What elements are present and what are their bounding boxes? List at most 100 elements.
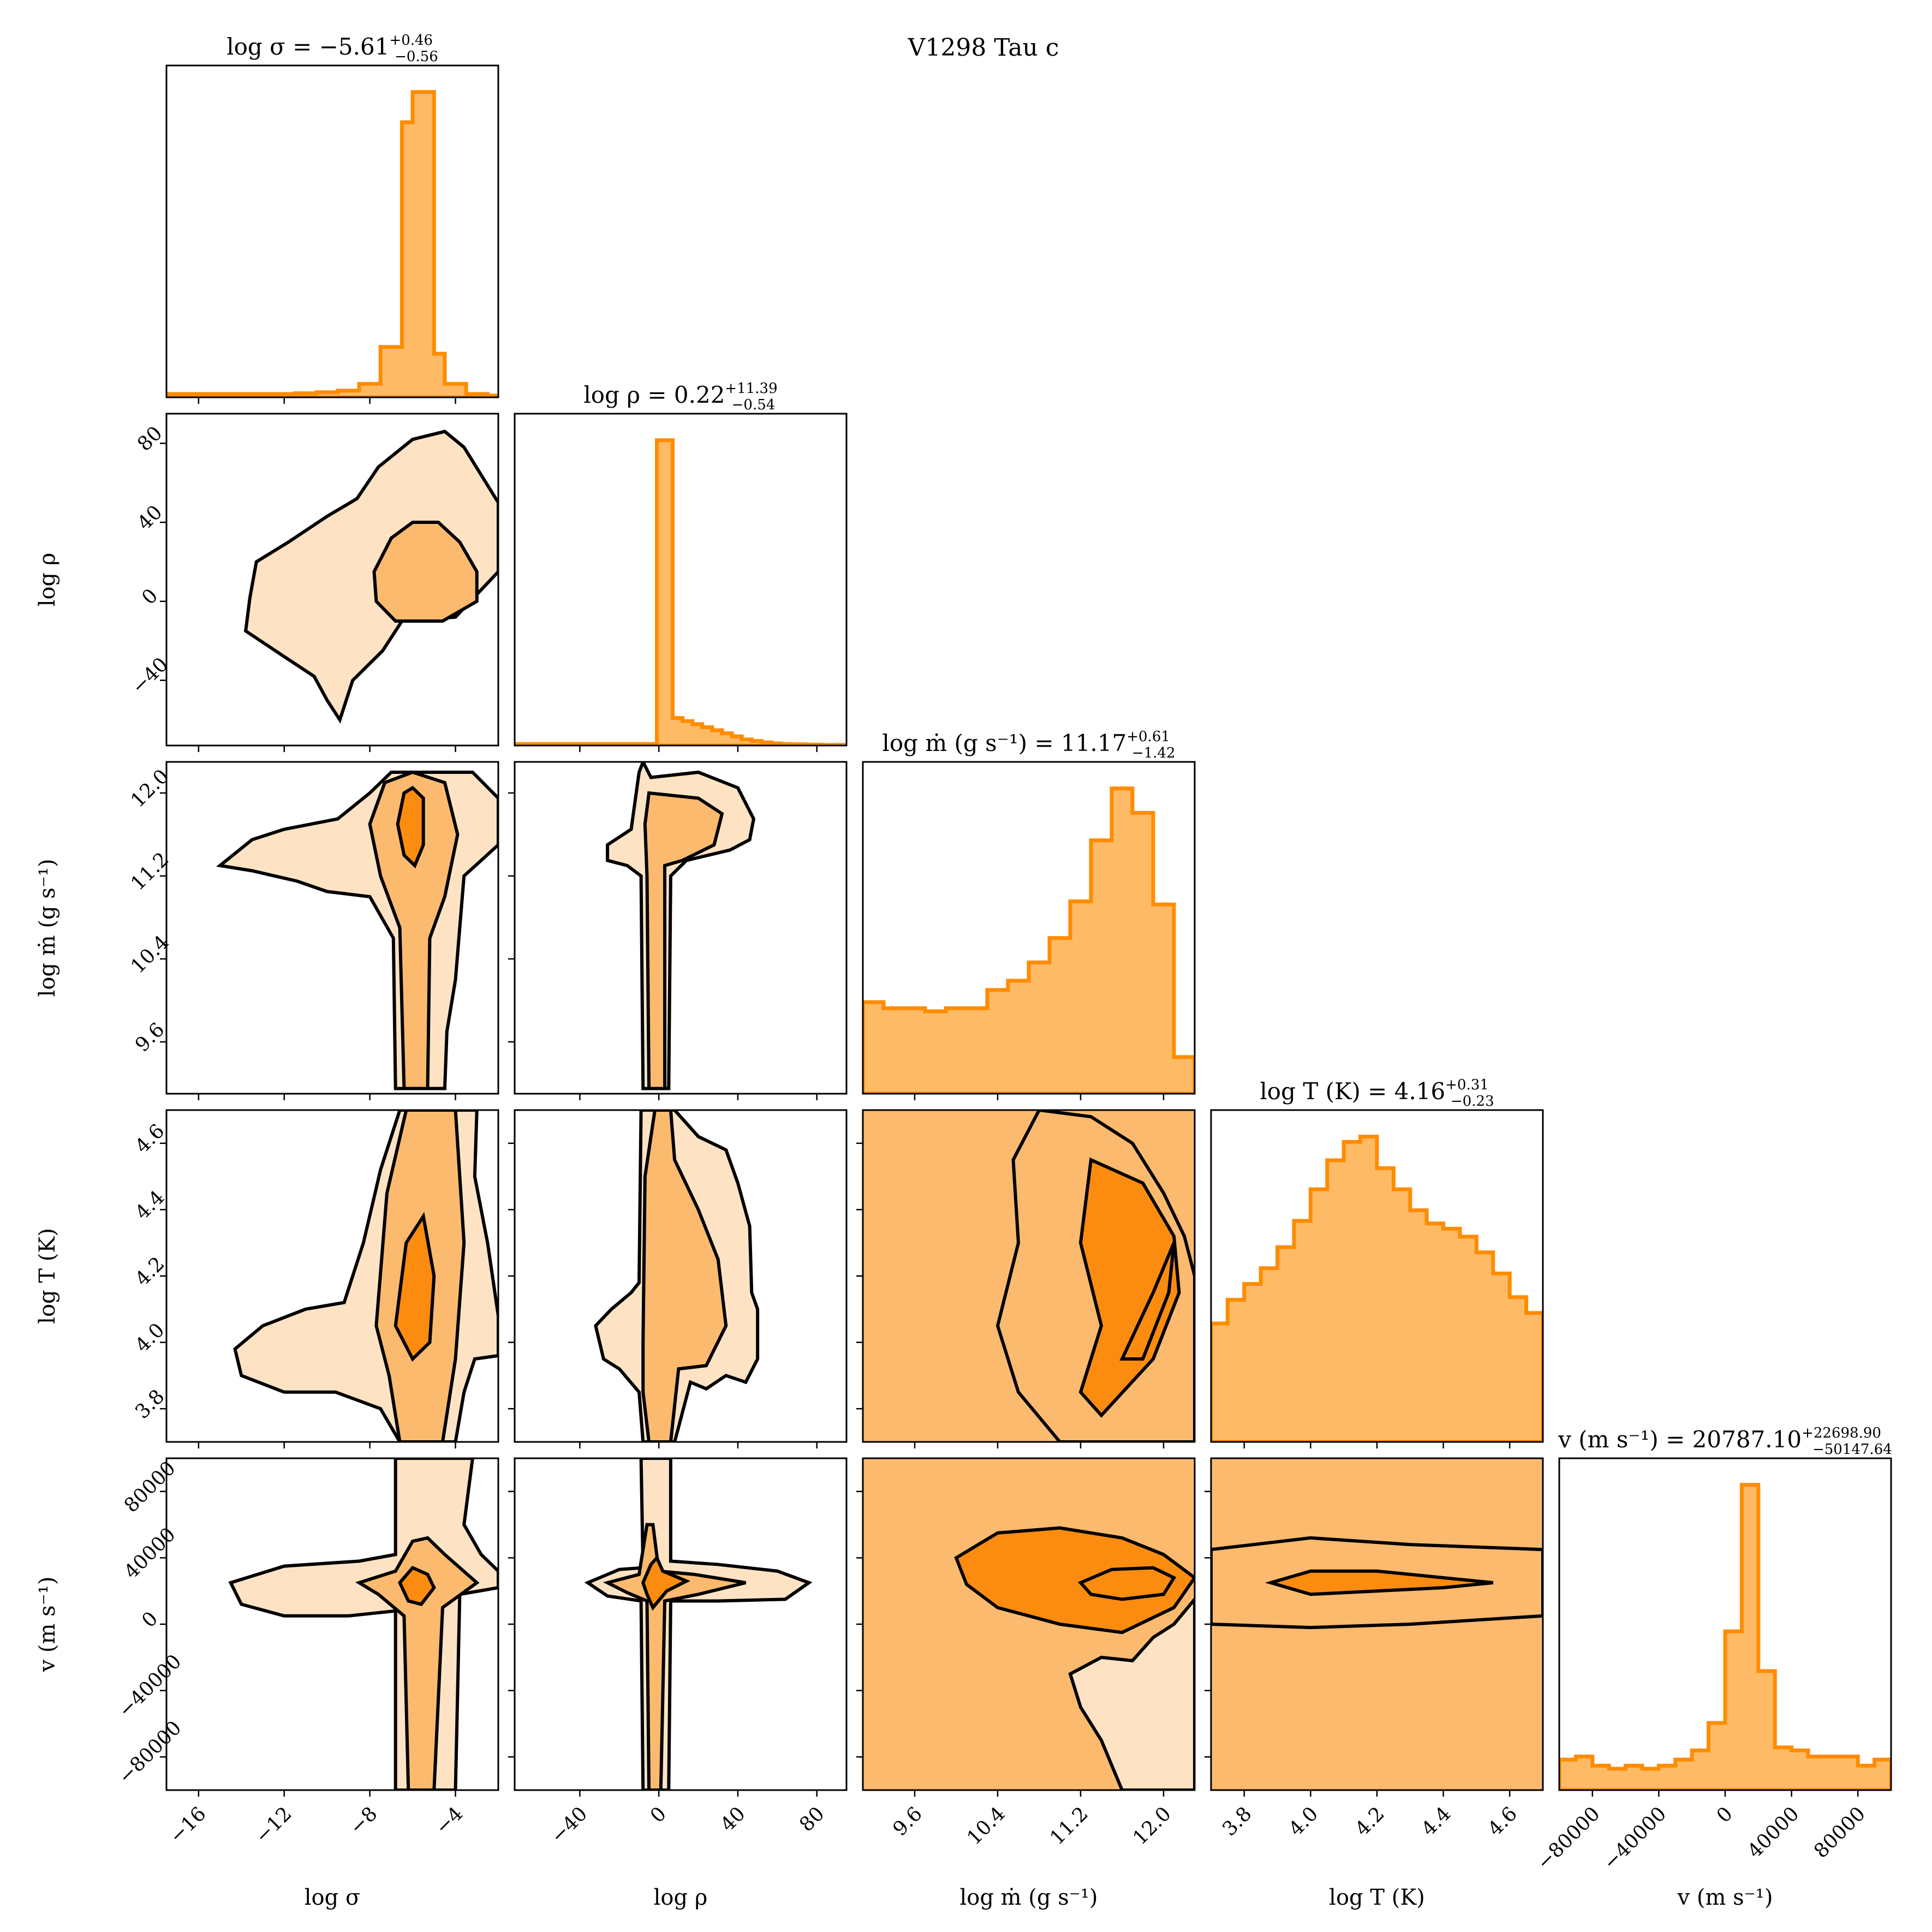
hist-panel-log_mdot: log ṁ (g s⁻¹) = 11.17+0.61 −1.42 [862, 729, 1196, 1095]
histogram-bars-v [1559, 1483, 1891, 1790]
contour-panel-log_sigma-vs-log_T [165, 1109, 499, 1443]
x-tick-label-log_sigma: −16 [165, 1803, 211, 1848]
contour-level-1 [606, 762, 756, 1090]
x-tick-label-log_T: 4.6 [1484, 1803, 1522, 1840]
y-tick-label-v: −80000 [114, 1716, 186, 1788]
contour-level-2 [372, 521, 479, 623]
x-tick-label-log_mdot: 9.6 [889, 1803, 926, 1840]
x-tick-label-log_T: 3.8 [1218, 1803, 1256, 1840]
contour-level-2 [603, 1523, 747, 1790]
x-tick-label-log_mdot: 12.0 [1129, 1803, 1176, 1850]
contour-level-2 [954, 1526, 1195, 1635]
y-tick-label-v: 40000 [120, 1523, 180, 1583]
contour-level-1 [228, 1458, 498, 1790]
y-tick-label-log_T: 4.2 [131, 1253, 169, 1290]
y-tick-label-v: −40000 [114, 1650, 186, 1722]
hist-panel-log_T: log T (K) = 4.16+0.31 −0.23 [1210, 1077, 1544, 1443]
param-title-v: v (m s⁻¹) = 20787.10+22698.90 −50147.64 [1558, 1425, 1892, 1458]
hist-frame-log_mdot [862, 761, 1196, 1095]
contour-level-3 [641, 1554, 691, 1611]
x-tick-label-log_T: 4.0 [1285, 1803, 1322, 1840]
x-tick-label-log_rho: 40 [716, 1803, 749, 1836]
x-axis-label-log_mdot: log ṁ (g s⁻¹) [959, 1885, 1098, 1910]
contour-level-1 [216, 771, 498, 1090]
y-tick-label-log_T: 4.0 [131, 1319, 169, 1357]
hist-frame-log_sigma [165, 64, 499, 398]
x-axis-label-v: v (m s⁻¹) [1677, 1885, 1773, 1910]
contour-level-3 [396, 785, 425, 869]
x-tick-label-log_rho: 0 [646, 1803, 671, 1827]
y-tick-label-log_rho: 80 [133, 422, 166, 455]
contour-level-2 [641, 1110, 728, 1442]
y-axis-label-v: v (m s⁻¹) [35, 1577, 60, 1673]
x-tick-label-log_rho: 80 [795, 1803, 828, 1836]
contour-level-1 [584, 1458, 813, 1790]
histogram-bars-log_sigma [166, 90, 498, 397]
x-tick-label-log_mdot: 11.2 [1046, 1803, 1093, 1850]
y-tick-label-log_T: 4.4 [131, 1186, 169, 1224]
contour-panel-log_rho-vs-v [514, 1457, 848, 1791]
y-axis-label-log_mdot: log ṁ (g s⁻¹) [35, 858, 60, 997]
y-tick-label-log_rho: 0 [138, 585, 162, 609]
y-tick-label-log_rho: 40 [133, 501, 166, 534]
contour-panel-log_rho-vs-log_mdot [514, 761, 848, 1095]
contour-level-3 [1077, 1566, 1177, 1601]
hist-panel-v: v (m s⁻¹) = 20787.10+22698.90 −50147.64 [1558, 1425, 1892, 1791]
contour-level-2 [1265, 1569, 1494, 1596]
x-tick-label-v: 0 [1713, 1803, 1737, 1827]
y-tick-label-log_mdot: 9.6 [131, 1018, 169, 1056]
contour-frame [165, 761, 499, 1095]
x-tick-label-v: −40000 [1599, 1803, 1671, 1874]
contour-panel-log_mdot-vs-v [862, 1457, 1196, 1791]
x-tick-label-v: 80000 [1810, 1803, 1870, 1863]
contour-level-1 [243, 430, 498, 724]
param-title-log_rho: log ρ = 0.22+11.39 −0.54 [583, 380, 777, 413]
contour-level-2 [355, 1536, 480, 1790]
contour-panel-log_rho-vs-log_T [514, 1109, 848, 1443]
contour-panel-log_T-vs-v [1210, 1457, 1544, 1791]
contour-panel-log_sigma-vs-log_rho [165, 413, 499, 747]
contour-panel-log_sigma-vs-log_mdot [165, 761, 499, 1095]
x-axis-label-log_rho: log ρ [654, 1885, 708, 1910]
contour-frame [514, 1457, 848, 1791]
x-tick-label-log_mdot: 10.4 [963, 1803, 1010, 1850]
param-title-log_mdot: log ṁ (g s⁻¹) = 11.17+0.61 −1.42 [882, 729, 1175, 761]
contour-level-2 [368, 770, 460, 1090]
contour-frame [514, 761, 848, 1095]
contour-level-3 [398, 1565, 436, 1606]
x-tick-label-log_T: 4.4 [1417, 1803, 1455, 1840]
x-tick-label-v: 40000 [1744, 1803, 1804, 1863]
x-tick-label-log_rho: −40 [547, 1803, 592, 1848]
y-tick-label-log_T: 3.8 [131, 1385, 169, 1423]
hist-frame-log_rho [514, 413, 848, 747]
y-tick-label-v: 80000 [120, 1457, 180, 1517]
x-axis-label-log_T: log T (K) [1329, 1885, 1425, 1910]
x-tick-label-log_sigma: −8 [345, 1803, 382, 1839]
hist-panel-log_sigma: log σ = −5.61+0.46 −0.56 [165, 32, 499, 398]
y-tick-label-log_T: 4.6 [131, 1120, 169, 1158]
contour-level-1 [1068, 1596, 1195, 1790]
contour-level-3 [1119, 1242, 1176, 1361]
x-tick-label-log_sigma: −4 [431, 1803, 468, 1839]
histogram-bars-log_T [1211, 1135, 1543, 1442]
x-tick-label-log_sigma: −12 [251, 1803, 296, 1848]
x-tick-label-v: −80000 [1533, 1803, 1604, 1874]
contour-level-3 [393, 1212, 436, 1362]
x-tick-label-log_T: 4.2 [1351, 1803, 1388, 1840]
y-tick-label-v: 0 [138, 1607, 162, 1632]
histogram-bars-log_mdot [863, 786, 1195, 1094]
histogram-bars-log_rho [515, 438, 846, 746]
figure-title: V1298 Tau c [908, 34, 1059, 62]
param-title-log_sigma: log σ = −5.61+0.46 −0.56 [226, 32, 438, 65]
y-axis-label-log_rho: log ρ [35, 553, 60, 607]
y-axis-label-log_T: log T (K) [35, 1228, 60, 1324]
contour-frame [165, 413, 499, 747]
contour-panel-log_mdot-vs-log_T [862, 1109, 1196, 1443]
param-title-log_T: log T (K) = 4.16+0.31 −0.23 [1260, 1077, 1494, 1110]
contour-panel-log_sigma-vs-v [165, 1457, 499, 1791]
x-axis-label-log_sigma: log σ [305, 1885, 361, 1910]
hist-panel-log_rho: log ρ = 0.22+11.39 −0.54 [514, 380, 848, 747]
contour-level-2 [1078, 1157, 1181, 1418]
contour-level-2 [643, 791, 724, 1090]
